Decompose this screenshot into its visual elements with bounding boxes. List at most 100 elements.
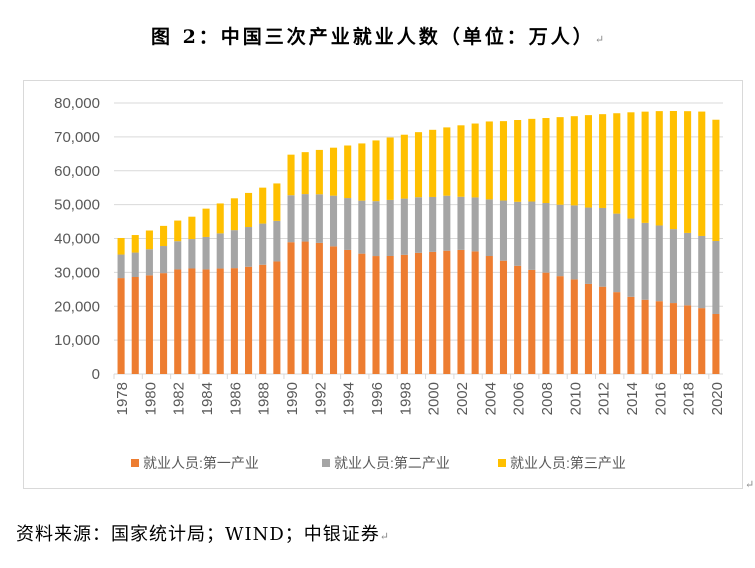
bar-primary-2011 bbox=[584, 283, 592, 374]
bar-primary-2000 bbox=[429, 251, 437, 374]
y-tick-label: 20,000 bbox=[54, 298, 100, 315]
bar-primary-2005 bbox=[499, 260, 508, 374]
bar-secondary-2011 bbox=[584, 207, 592, 284]
bar-tertiary-2007 bbox=[528, 118, 536, 202]
x-tick-label: 2000 bbox=[426, 382, 443, 415]
bar-tertiary-2006 bbox=[514, 120, 522, 202]
bar-primary-1981 bbox=[160, 273, 168, 374]
bar-secondary-2005 bbox=[499, 200, 508, 261]
source-text: 资料来源：国家统计局；WIND；中银证券 bbox=[16, 524, 380, 545]
bar-tertiary-1992 bbox=[315, 149, 323, 195]
bar-secondary-2006 bbox=[514, 201, 522, 266]
bar-primary-2010 bbox=[570, 279, 578, 374]
bar-tertiary-2009 bbox=[556, 117, 564, 205]
figure-title-text: 图 2：中国三次产业就业人数（单位：万人） bbox=[150, 26, 595, 48]
bar-secondary-1993 bbox=[329, 195, 338, 247]
bar-primary-2014 bbox=[627, 296, 635, 374]
bar-secondary-1995 bbox=[358, 200, 366, 254]
bar-primary-2009 bbox=[556, 276, 564, 374]
x-tick-label: 2016 bbox=[652, 382, 669, 415]
bar-primary-1985 bbox=[216, 268, 224, 374]
bar-tertiary-1994 bbox=[344, 145, 352, 199]
bar-tertiary-2001 bbox=[443, 127, 451, 196]
bar-tertiary-2010 bbox=[570, 116, 578, 206]
bar-secondary-2007 bbox=[528, 201, 536, 270]
legend: 就业人员:第一产业 就业人员:第二产业 就业人员:第三产业 bbox=[131, 455, 626, 471]
bar-secondary-2015 bbox=[641, 222, 649, 300]
legend-swatch bbox=[322, 459, 330, 467]
bar-primary-2003 bbox=[471, 251, 479, 374]
bar-primary-1992 bbox=[315, 242, 323, 374]
bar-primary-1997 bbox=[386, 255, 394, 374]
bar-tertiary-1978 bbox=[117, 237, 125, 255]
bar-primary-2016 bbox=[655, 301, 663, 374]
x-tick-label: 1980 bbox=[142, 382, 159, 415]
bar-primary-1994 bbox=[344, 249, 352, 374]
bar-primary-1979 bbox=[131, 277, 139, 374]
bar-primary-1978 bbox=[117, 278, 125, 374]
bar-tertiary-1986 bbox=[230, 198, 238, 231]
bar-secondary-1985 bbox=[216, 233, 224, 269]
bar-tertiary-1979 bbox=[131, 235, 139, 253]
bar-secondary-2000 bbox=[429, 196, 437, 252]
bar-tertiary-1981 bbox=[160, 225, 168, 247]
bar-tertiary-1982 bbox=[174, 220, 182, 242]
bar-primary-2018 bbox=[684, 305, 692, 374]
paragraph-mark-icon: ↵ bbox=[594, 33, 605, 46]
bar-tertiary-2015 bbox=[641, 111, 649, 223]
legend-swatch bbox=[131, 459, 139, 467]
legend-swatch bbox=[498, 459, 506, 467]
bar-tertiary-2003 bbox=[471, 123, 479, 198]
x-tick-label: 2012 bbox=[596, 382, 613, 415]
bars bbox=[117, 110, 720, 374]
bar-primary-2001 bbox=[443, 250, 451, 374]
bar-primary-1996 bbox=[372, 256, 380, 374]
legend-label: 就业人员:第三产业 bbox=[510, 455, 626, 471]
bar-primary-2002 bbox=[457, 249, 465, 374]
bar-secondary-2012 bbox=[599, 207, 607, 287]
bar-primary-2006 bbox=[514, 265, 522, 374]
bar-primary-2020 bbox=[712, 313, 720, 374]
bar-secondary-1991 bbox=[301, 194, 309, 242]
chart-frame: 0 10,000 20,000 30,000 40,000 50,000 60,000 70,… bbox=[23, 80, 743, 489]
bar-primary-1980 bbox=[145, 275, 153, 374]
bar-secondary-1994 bbox=[344, 198, 352, 250]
bar-tertiary-2011 bbox=[584, 115, 592, 208]
y-tick-label: 30,000 bbox=[54, 264, 100, 281]
x-tick-label: 1984 bbox=[199, 382, 216, 415]
bar-secondary-2020 bbox=[712, 241, 720, 314]
bar-primary-1989 bbox=[273, 261, 281, 374]
bar-tertiary-1983 bbox=[188, 216, 196, 240]
bar-secondary-1992 bbox=[315, 194, 323, 243]
bar-secondary-2013 bbox=[613, 213, 621, 293]
bar-secondary-1989 bbox=[273, 220, 281, 262]
bar-secondary-1984 bbox=[202, 236, 210, 270]
source-note: 资料来源：国家统计局；WIND；中银证券↵ bbox=[16, 520, 389, 546]
x-tick-label: 1986 bbox=[227, 382, 244, 415]
bar-secondary-2002 bbox=[457, 196, 465, 250]
bar-tertiary-2004 bbox=[485, 121, 493, 200]
paragraph-mark-icon: ↵ bbox=[379, 530, 390, 543]
bar-secondary-2009 bbox=[556, 204, 564, 277]
bar-primary-2012 bbox=[599, 286, 607, 374]
bar-secondary-1982 bbox=[174, 241, 182, 270]
legend-label: 就业人员:第一产业 bbox=[143, 455, 259, 471]
bar-primary-1986 bbox=[230, 268, 238, 374]
bar-primary-2013 bbox=[613, 292, 621, 374]
x-tick-label: 1998 bbox=[397, 382, 414, 415]
bar-tertiary-1988 bbox=[259, 187, 267, 224]
bar-tertiary-2012 bbox=[599, 114, 607, 208]
bar-secondary-1978 bbox=[117, 254, 125, 279]
bar-tertiary-2000 bbox=[429, 129, 437, 197]
bar-primary-1995 bbox=[358, 253, 366, 374]
bar-primary-2008 bbox=[542, 272, 550, 374]
bar-primary-1998 bbox=[400, 254, 408, 374]
bar-secondary-1979 bbox=[131, 252, 139, 278]
y-tick-label: 50,000 bbox=[54, 197, 100, 214]
bar-secondary-1998 bbox=[400, 198, 408, 255]
bar-tertiary-1998 bbox=[400, 134, 408, 199]
bar-secondary-2019 bbox=[698, 235, 706, 309]
bar-secondary-1997 bbox=[386, 199, 394, 256]
bar-tertiary-1996 bbox=[372, 140, 380, 202]
bar-secondary-2014 bbox=[627, 218, 635, 297]
